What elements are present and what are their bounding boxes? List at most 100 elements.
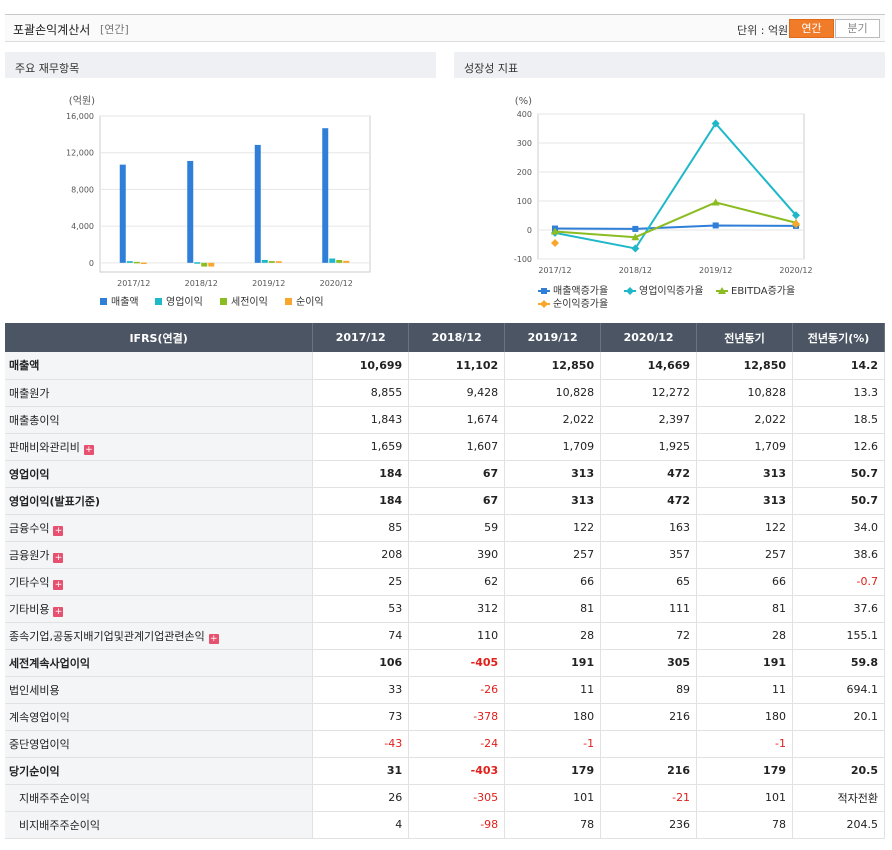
row-label: 비지배주주순이익 bbox=[5, 811, 314, 839]
bar-매출액 bbox=[254, 144, 261, 263]
quarter-button[interactable]: 분기 bbox=[835, 19, 880, 38]
table-cell: 34.0 bbox=[792, 514, 885, 542]
table-cell: 73 bbox=[312, 703, 410, 731]
row-label: 종속기업,공동지배기업및관계기업관련손익 + bbox=[5, 622, 314, 650]
table-row: 기타비용 +53 312 81 111 81 37.6 bbox=[5, 595, 885, 623]
bar-세전이익 bbox=[201, 262, 208, 267]
table-cell: 180 bbox=[504, 703, 602, 731]
row-label: 영업이익 bbox=[5, 460, 314, 488]
bar-영업이익 bbox=[126, 261, 133, 263]
expand-plus-icon[interactable]: + bbox=[53, 552, 64, 563]
bar-y-tick-label: 4,000 bbox=[71, 222, 94, 231]
table-cell: 53 bbox=[312, 595, 410, 623]
table-cell: 312 bbox=[408, 595, 506, 623]
table-cell: 65 bbox=[600, 568, 698, 596]
line-y-axis-label: (%) bbox=[515, 96, 532, 107]
table-cell: 313 bbox=[696, 487, 794, 515]
bar-y-tick-label: 16,000 bbox=[66, 112, 94, 121]
expand-plus-icon[interactable]: + bbox=[83, 444, 94, 455]
line-chart-svg: (%) 400 300 200 100 0 -100 2017/12 2018/12 2019/1… bbox=[514, 96, 813, 310]
table-cell: 20.5 bbox=[792, 757, 885, 785]
bar-세전이익 bbox=[336, 260, 343, 263]
line-point bbox=[792, 220, 800, 229]
table-row: 지배주주순이익 26 -305 101 -21 101 적자전환 bbox=[5, 784, 885, 812]
table-cell: 37.6 bbox=[792, 595, 885, 623]
bar-x-tick-label: 2020/12 bbox=[320, 279, 353, 288]
row-label: 판매비와관리비 + bbox=[5, 433, 314, 461]
row-label: 법인세비용 bbox=[5, 676, 314, 704]
line-y-tick-label: 0 bbox=[527, 226, 532, 235]
table-cell: 78 bbox=[504, 811, 602, 839]
table-cell: -21 bbox=[600, 784, 698, 812]
table-cell: 216 bbox=[600, 757, 698, 785]
bar-영업이익 bbox=[329, 258, 336, 263]
table-cell: -43 bbox=[312, 730, 410, 758]
table-row: 법인세비용 33 -26 11 89 11 694.1 bbox=[5, 676, 885, 704]
line-point bbox=[632, 225, 639, 232]
bar-y-tick-label: 8,000 bbox=[71, 185, 94, 194]
table-cell: -1 bbox=[696, 730, 794, 758]
table-cell: 62 bbox=[408, 568, 506, 596]
table-cell: 적자전환 bbox=[792, 784, 885, 812]
bar-plot-area bbox=[99, 115, 371, 273]
table-cell: -403 bbox=[408, 757, 506, 785]
income-statement-table: IFRS(연결) 2017/12 2018/12 2019/12 2020/12 전년동기… bbox=[5, 323, 885, 839]
line-y-tick-label: 300 bbox=[517, 139, 532, 148]
table-row: 계속영업이익 73 -378 180 216 180 20.1 bbox=[5, 703, 885, 731]
table-cell: 184 bbox=[312, 487, 410, 515]
table-cell: 184 bbox=[312, 460, 410, 488]
row-label: 매출액 bbox=[5, 352, 314, 380]
statement-header: 포괄손익계산서 [연간] 단위 : 억원 연간 분기 bbox=[5, 14, 885, 42]
row-label: 금융원가 + bbox=[5, 541, 314, 569]
bar-x-tick-label: 2017/12 bbox=[117, 279, 150, 288]
column-header: 2017/12 bbox=[312, 323, 410, 352]
line-x-tick-label: 2018/12 bbox=[619, 266, 652, 275]
table-cell: -98 bbox=[408, 811, 506, 839]
table-cell: 2,022 bbox=[696, 406, 794, 434]
table-cell: 390 bbox=[408, 541, 506, 569]
table-cell: 694.1 bbox=[792, 676, 885, 704]
bar-순이익 bbox=[140, 262, 147, 265]
table-cell: 472 bbox=[600, 487, 698, 515]
expand-plus-icon[interactable]: + bbox=[53, 606, 64, 617]
annual-button[interactable]: 연간 bbox=[789, 19, 834, 38]
table-cell: 81 bbox=[696, 595, 794, 623]
expand-plus-icon[interactable]: + bbox=[208, 633, 219, 644]
table-cell: 18.5 bbox=[792, 406, 885, 434]
table-cell: 67 bbox=[408, 487, 506, 515]
line-point bbox=[718, 287, 726, 294]
table-cell: 313 bbox=[696, 460, 794, 488]
table-cell: 85 bbox=[312, 514, 410, 542]
table-cell: 13.3 bbox=[792, 379, 885, 407]
table-cell: 179 bbox=[696, 757, 794, 785]
line-point bbox=[551, 227, 559, 235]
table-cell: 72 bbox=[600, 622, 698, 650]
expand-plus-icon[interactable]: + bbox=[53, 525, 64, 536]
line-x-tick-label: 2020/12 bbox=[779, 266, 812, 275]
table-cell: 1,843 bbox=[312, 406, 410, 434]
table-cell: 50.7 bbox=[792, 487, 885, 515]
table-cell: 472 bbox=[600, 460, 698, 488]
row-label: 기타수익 + bbox=[5, 568, 314, 596]
expand-plus-icon[interactable]: + bbox=[53, 579, 64, 590]
bar-legend-label: 영업이익 bbox=[166, 295, 203, 308]
row-label: 매출원가 bbox=[5, 379, 314, 407]
row-label: 당기순이익 bbox=[5, 757, 314, 785]
table-cell: 28 bbox=[504, 622, 602, 650]
table-cell: 1,925 bbox=[600, 433, 698, 461]
column-header: IFRS(연결) bbox=[5, 323, 314, 352]
line-point bbox=[551, 239, 559, 248]
table-cell: 28 bbox=[696, 622, 794, 650]
row-label: 계속영업이익 bbox=[5, 703, 314, 731]
table-cell: 216 bbox=[600, 703, 698, 731]
table-cell: 1,709 bbox=[696, 433, 794, 461]
line-point bbox=[711, 119, 720, 128]
table-cell: 1,709 bbox=[504, 433, 602, 461]
row-label: 세전계속사업이익 bbox=[5, 649, 314, 677]
table-cell bbox=[600, 730, 698, 758]
table-row: 당기순이익 31 -403 179 216 179 20.5 bbox=[5, 757, 885, 785]
table-row: 매출총이익 1,843 1,674 2,022 2,397 2,022 18.5 bbox=[5, 406, 885, 434]
bar-순이익 bbox=[275, 261, 282, 263]
table-cell: 81 bbox=[504, 595, 602, 623]
table-cell: 11 bbox=[696, 676, 794, 704]
